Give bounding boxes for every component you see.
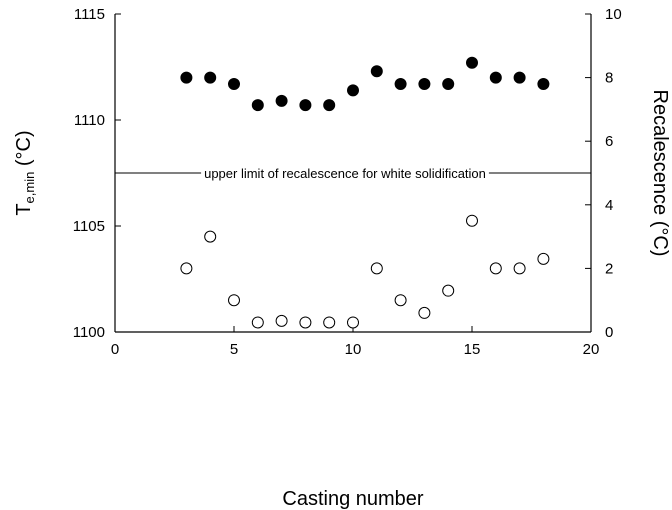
recalescence-point xyxy=(228,294,240,307)
te-min-point xyxy=(489,71,502,84)
recalescence-point xyxy=(347,316,359,329)
te-min-point xyxy=(370,65,383,78)
recalescence-point xyxy=(466,214,478,227)
recalescence-point xyxy=(370,262,383,275)
te-min-point xyxy=(228,77,240,90)
recalescence-point xyxy=(323,316,336,329)
te-min-point xyxy=(394,77,407,90)
recalescence-point xyxy=(513,262,526,275)
left-y-axis-title: Te,min (°C) xyxy=(13,130,37,215)
right-y-tick-label: 2 xyxy=(605,260,613,277)
x-tick-label: 15 xyxy=(464,341,481,358)
left-y-tick-label: 1115 xyxy=(74,6,105,23)
right-y-tick-label: 6 xyxy=(605,133,613,150)
ticks: 0 5 10 15 20 1100 1105 1110 1115 0 2 4 6 8 10 xyxy=(73,6,622,358)
te-min-point xyxy=(513,71,526,84)
te-min-point xyxy=(180,71,193,84)
recalescence-point xyxy=(299,316,312,329)
te-min-point xyxy=(537,77,550,90)
left-y-axis-title-subscript: e,min xyxy=(22,172,37,204)
right-y-tick-label: 0 xyxy=(605,324,613,341)
recalescence-point xyxy=(394,294,407,307)
x-tick-label: 20 xyxy=(583,341,600,358)
te-min-point xyxy=(251,99,264,112)
te-min-point xyxy=(466,56,478,69)
right-y-tick-label: 8 xyxy=(605,70,613,87)
right-y-axis-title: Recalescence (°C) xyxy=(649,90,671,257)
recalescence-point xyxy=(204,230,217,243)
recalescence-point xyxy=(180,262,193,275)
left-y-axis-title-unit: (°C) xyxy=(13,130,35,171)
right-y-tick-label: 10 xyxy=(605,6,622,23)
recalescence-point xyxy=(489,262,502,275)
recalescence-point xyxy=(442,284,455,297)
x-tick-label: 10 xyxy=(345,341,362,358)
reference-label: upper limit of recalescence for white so… xyxy=(204,166,486,181)
te-min-point xyxy=(204,71,217,84)
recalescence-point xyxy=(251,316,264,329)
right-y-tick-label: 4 xyxy=(605,197,613,214)
data-points xyxy=(180,56,550,329)
recalescence-point xyxy=(537,252,550,265)
reference-label-background xyxy=(201,166,489,181)
recalescence-point xyxy=(418,306,431,319)
te-min-point xyxy=(347,84,359,97)
left-y-tick-label: 1110 xyxy=(74,112,105,129)
x-tick-label: 0 xyxy=(111,341,119,358)
te-min-point xyxy=(418,77,431,90)
left-y-tick-label: 1105 xyxy=(73,218,105,235)
te-min-point xyxy=(299,99,312,112)
te-min-point xyxy=(442,77,455,90)
left-y-tick-label: 1100 xyxy=(73,324,105,341)
x-tick-label: 5 xyxy=(230,341,238,358)
recalescence-point xyxy=(275,314,288,327)
te-min-point xyxy=(323,99,336,112)
x-axis-title: Casting number xyxy=(282,488,424,510)
reference-line-group: upper limit of recalescence for white so… xyxy=(115,166,591,181)
left-y-axis-title-main: T xyxy=(13,203,35,215)
te-min-point xyxy=(275,94,288,107)
